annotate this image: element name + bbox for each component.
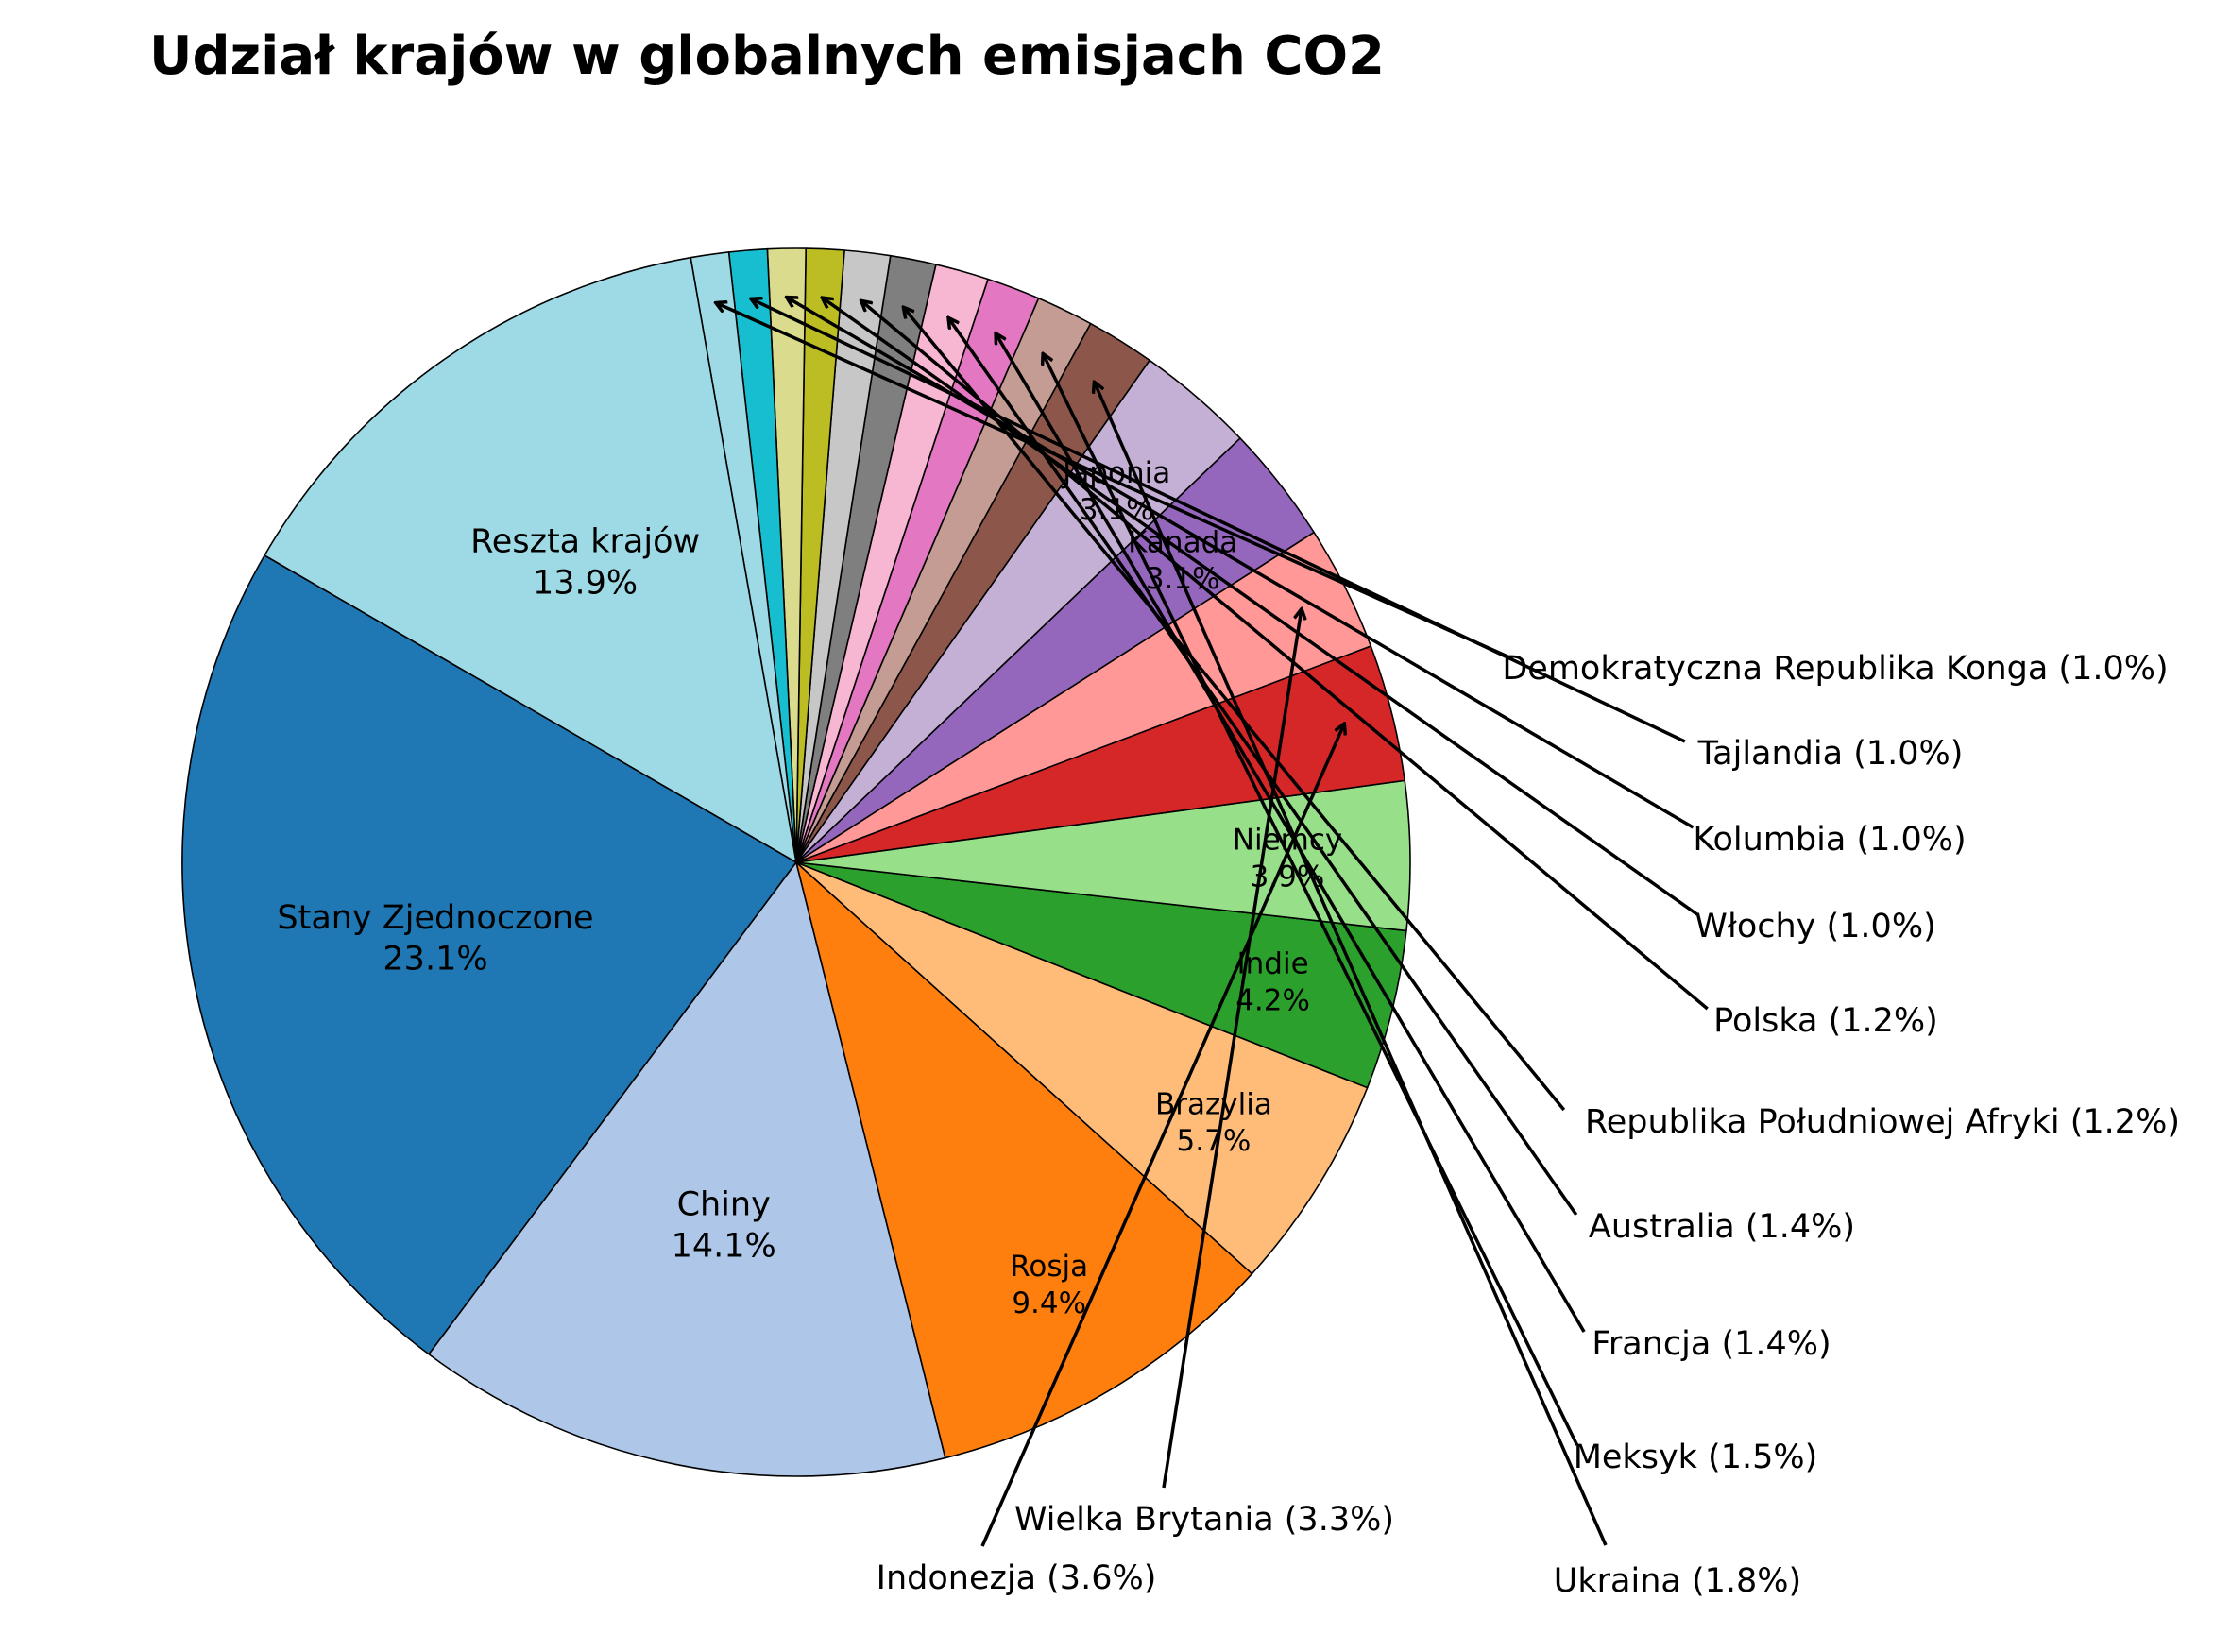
slice-label-stany-zjednoczone: Stany Zjednoczone 23.1%: [277, 899, 593, 979]
label-arrow-ukraina: [1095, 383, 1608, 1546]
slice-label-niemcy: Niemcy 3.9%: [1233, 824, 1342, 894]
slice-label-francja: Francja (1.4%): [1592, 1325, 1831, 1363]
pie-slice-reszta-krajow: [264, 256, 797, 863]
slice-label-polska: Polska (1.2%): [1713, 1002, 1938, 1040]
slice-label-australia: Australia (1.4%): [1589, 1208, 1855, 1246]
slice-label-brazylia: Brazylia 5.7%: [1155, 1087, 1272, 1158]
slice-label-wielka-brytania: Wielka Brytania (3.3%): [1014, 1501, 1394, 1539]
pie-slice-chiny: [428, 861, 946, 1477]
pie-slice-stany-zjednoczone: [181, 554, 797, 1355]
slice-label-rosja: Rosja 9.4%: [1010, 1250, 1088, 1320]
label-arrow-wielka-brytania: [1162, 610, 1302, 1489]
slice-label-chiny: Chiny 14.1%: [672, 1186, 776, 1266]
label-arrow-meksyk: [1044, 354, 1579, 1446]
slice-label-tajlandia: Tajlandia (1.0%): [1697, 735, 1964, 773]
pie-slices: [181, 247, 1411, 1477]
pie-slice-rosja: [795, 861, 1253, 1459]
chart-title: Udział krajów w globalnych emisjach CO2: [149, 26, 1385, 87]
label-arrow-demokratyczna-republika-konga: [717, 303, 1508, 658]
slice-label-indie: Indie 4.2%: [1235, 947, 1310, 1018]
label-arrow-australia: [949, 318, 1578, 1217]
slice-label-meksyk: Meksyk (1.5%): [1574, 1439, 1818, 1476]
slice-label-ukraina: Ukraina (1.8%): [1554, 1562, 1801, 1600]
label-arrow-tajlandia: [752, 299, 1686, 743]
label-arrow-francja: [996, 334, 1586, 1333]
slice-label-indonezja: Indonezja (3.6%): [877, 1559, 1157, 1597]
slice-labels: Stany Zjednoczone 23.1% Chiny 14.1% Rosja 9.4…: [277, 456, 2180, 1600]
slice-label-kanada: Kanada 3.1%: [1128, 525, 1237, 596]
pie-slice-brazylia: [795, 861, 1369, 1275]
label-arrows: [717, 298, 1709, 1547]
slice-label-japonia: Japonia 3.1%: [1061, 456, 1170, 527]
slice-label-demokratyczna-republika-konga: Demokratyczna Republika Konga (1.0%): [1502, 650, 2168, 688]
slice-label-wlochy: Włochy (1.0%): [1695, 908, 1935, 945]
slice-label-republika-poludniowej-afryki: Republika Południowej Afryki (1.2%): [1585, 1103, 2180, 1141]
slice-label-kolumbia: Kolumbia (1.0%): [1693, 821, 1966, 859]
label-arrow-republika-poludniowej-afryki: [904, 308, 1566, 1112]
label-arrow-indonezja: [980, 724, 1344, 1547]
slice-label-reszta-krajow: Reszta krajów 13.9%: [470, 523, 700, 603]
